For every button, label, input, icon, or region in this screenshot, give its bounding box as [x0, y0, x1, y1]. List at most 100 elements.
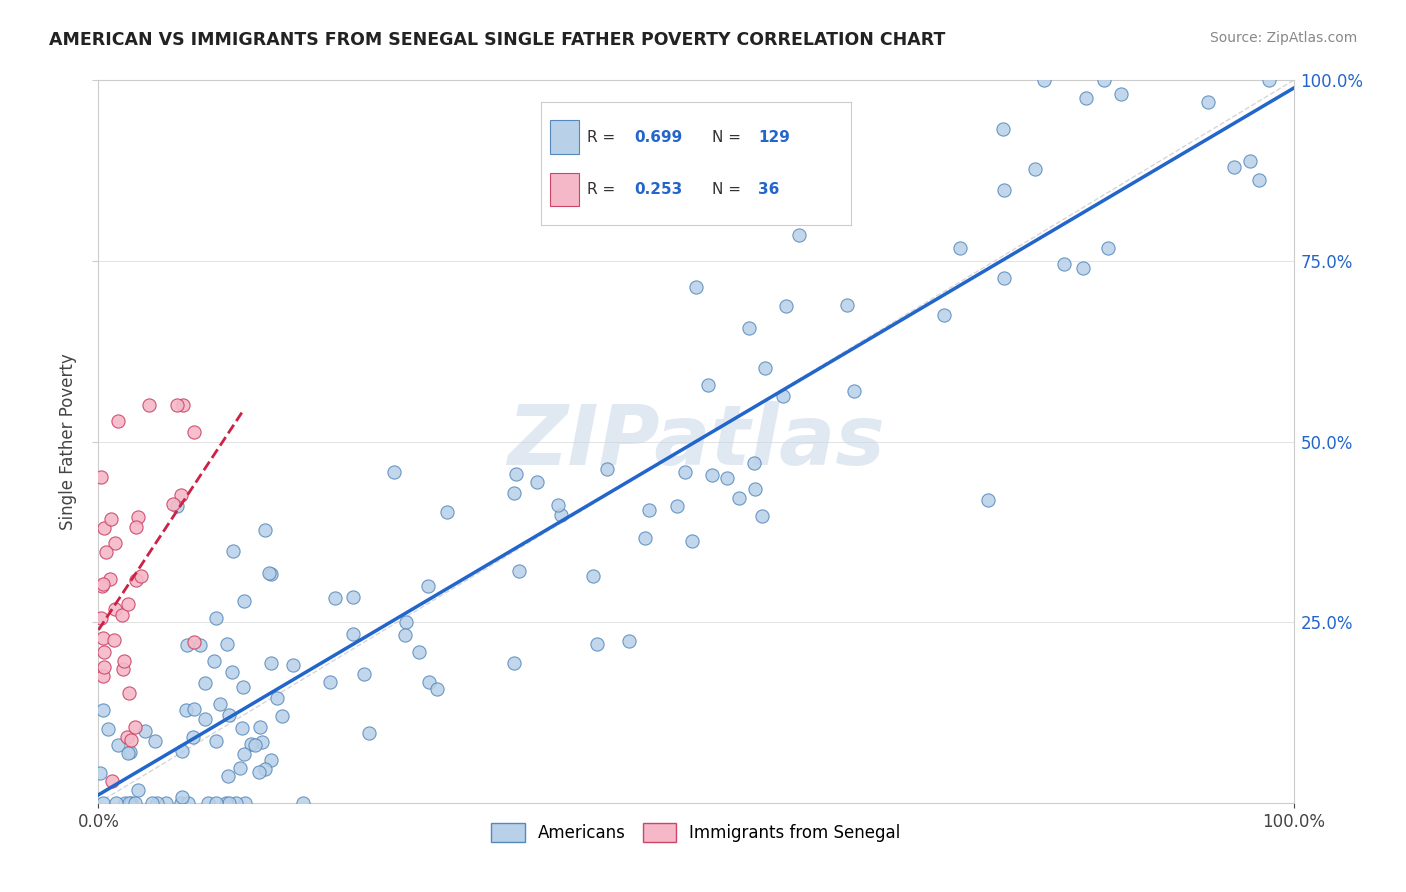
- Point: [934, 308, 956, 322]
- Point: [232, 680, 254, 694]
- Point: [716, 471, 738, 485]
- Point: [1071, 261, 1094, 276]
- Point: [103, 633, 125, 648]
- Point: [124, 796, 146, 810]
- Point: [93, 660, 115, 674]
- Point: [503, 657, 526, 671]
- Point: [221, 544, 243, 558]
- Point: [143, 734, 166, 748]
- Point: [127, 510, 149, 524]
- Point: [547, 498, 569, 512]
- Point: [104, 536, 127, 550]
- Point: [253, 763, 276, 777]
- Point: [1197, 95, 1219, 109]
- Point: [98, 572, 121, 586]
- Point: [281, 657, 304, 672]
- Point: [172, 398, 194, 412]
- Point: [93, 668, 115, 682]
- Point: [508, 564, 530, 578]
- Point: [93, 645, 115, 659]
- Point: [221, 665, 243, 680]
- Point: [426, 682, 449, 697]
- Point: [114, 796, 136, 810]
- Point: [104, 602, 127, 616]
- Point: [993, 270, 1015, 285]
- Point: [90, 470, 112, 484]
- Legend: Americans, Immigrants from Senegal: Americans, Immigrants from Senegal: [485, 816, 907, 848]
- Point: [100, 511, 122, 525]
- Point: [323, 591, 346, 606]
- Point: [111, 662, 134, 676]
- Point: [754, 361, 776, 376]
- Point: [617, 634, 640, 648]
- Point: [526, 475, 548, 489]
- Point: [120, 732, 142, 747]
- Point: [232, 594, 254, 608]
- Point: [775, 299, 797, 313]
- Point: [993, 183, 1015, 197]
- Point: [634, 531, 657, 545]
- Point: [1024, 161, 1046, 176]
- Point: [166, 500, 188, 514]
- Point: [772, 388, 794, 402]
- Point: [127, 783, 149, 797]
- Y-axis label: Single Father Poverty: Single Father Poverty: [59, 353, 77, 530]
- Point: [204, 796, 226, 810]
- Point: [728, 491, 751, 506]
- Point: [977, 493, 1000, 508]
- Point: [107, 738, 129, 752]
- Point: [666, 499, 689, 513]
- Point: [247, 765, 270, 780]
- Point: [118, 796, 141, 810]
- Point: [685, 280, 707, 294]
- Point: [120, 745, 142, 759]
- Point: [243, 738, 266, 752]
- Point: [183, 702, 205, 716]
- Point: [292, 796, 315, 810]
- Point: [115, 730, 138, 744]
- Point: [129, 569, 152, 583]
- Point: [120, 796, 142, 810]
- Point: [125, 520, 148, 534]
- Point: [681, 534, 703, 549]
- Point: [789, 228, 811, 243]
- Point: [181, 730, 204, 744]
- Point: [166, 398, 188, 412]
- Point: [418, 674, 440, 689]
- Point: [742, 456, 765, 470]
- Point: [1074, 91, 1097, 105]
- Point: [744, 482, 766, 496]
- Point: [97, 722, 120, 736]
- Point: [260, 566, 283, 581]
- Point: [991, 122, 1014, 136]
- Point: [90, 579, 112, 593]
- Point: [1052, 256, 1074, 270]
- Point: [172, 744, 194, 758]
- Point: [239, 737, 262, 751]
- Point: [114, 654, 136, 668]
- Point: [101, 774, 124, 789]
- Point: [218, 796, 240, 810]
- Point: [229, 761, 252, 775]
- Point: [117, 747, 139, 761]
- Point: [673, 465, 696, 479]
- Point: [141, 796, 163, 810]
- Text: Source: ZipAtlas.com: Source: ZipAtlas.com: [1209, 31, 1357, 45]
- Point: [117, 598, 139, 612]
- Point: [949, 241, 972, 255]
- Point: [271, 708, 294, 723]
- Point: [1258, 73, 1281, 87]
- Point: [204, 733, 226, 747]
- Point: [218, 707, 240, 722]
- Point: [319, 675, 342, 690]
- Point: [183, 425, 205, 440]
- Point: [107, 415, 129, 429]
- Point: [183, 635, 205, 649]
- Point: [382, 466, 405, 480]
- Point: [215, 637, 238, 651]
- Point: [94, 545, 117, 559]
- Point: [169, 488, 191, 502]
- Point: [1109, 87, 1132, 101]
- Point: [89, 766, 111, 780]
- Point: [637, 503, 659, 517]
